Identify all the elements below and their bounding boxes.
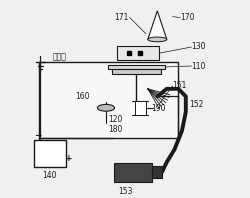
Bar <box>118 46 159 60</box>
Bar <box>114 163 152 182</box>
Polygon shape <box>148 11 167 39</box>
Bar <box>40 62 178 138</box>
Bar <box>112 69 161 74</box>
Text: 190: 190 <box>152 104 166 113</box>
Text: 160: 160 <box>76 92 90 101</box>
Bar <box>108 65 165 69</box>
Text: 接地极: 接地极 <box>52 52 66 61</box>
Text: 151: 151 <box>172 81 187 90</box>
Text: 170: 170 <box>180 13 194 22</box>
Text: −: − <box>34 131 41 140</box>
Text: 130: 130 <box>192 43 206 51</box>
Text: 153: 153 <box>118 187 132 196</box>
Text: 171: 171 <box>114 13 129 22</box>
Ellipse shape <box>98 104 114 111</box>
Text: 140: 140 <box>43 171 57 180</box>
Text: 110: 110 <box>192 62 206 70</box>
Bar <box>152 166 162 178</box>
Text: 180: 180 <box>108 125 122 134</box>
Text: 120: 120 <box>108 115 122 124</box>
Ellipse shape <box>148 37 167 42</box>
Bar <box>34 140 66 167</box>
Text: +: + <box>65 154 73 163</box>
Bar <box>134 101 146 115</box>
Text: 152: 152 <box>190 100 204 109</box>
